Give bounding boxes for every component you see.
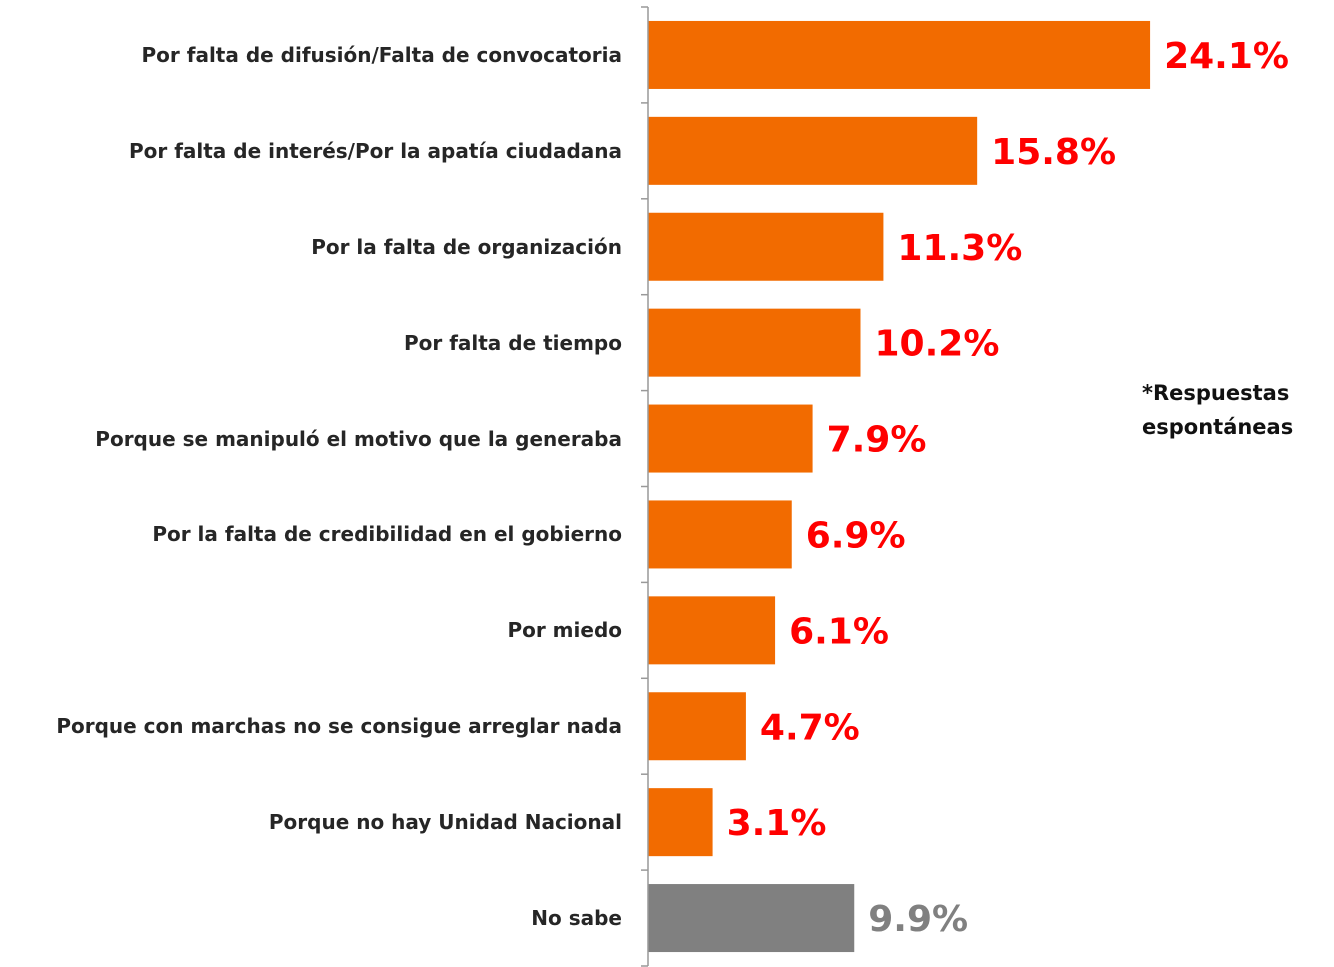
category-label: Por la falta de credibilidad en el gobie… (152, 522, 622, 547)
category-label: Por la falta de organización (311, 234, 622, 259)
value-label: 3.1% (727, 803, 827, 844)
value-label: 6.9% (806, 515, 906, 556)
bar (648, 692, 746, 761)
bar (648, 20, 1151, 89)
category-label-box: Porque con marchas no se consigue arregl… (2, 678, 622, 774)
category-label-box: Por la falta de organización (2, 199, 622, 295)
value-label: 4.7% (760, 707, 860, 748)
category-label: Por falta de interés/Por la apatía ciuda… (128, 138, 622, 163)
value-label: 15.8% (991, 132, 1116, 173)
value-label: 24.1% (1164, 36, 1289, 77)
value-label: 6.1% (789, 611, 889, 652)
annotation-line: *Respuestas (1142, 381, 1289, 405)
bar (648, 212, 884, 281)
bar (648, 308, 861, 377)
category-label: Porque no hay Unidad Nacional (268, 810, 622, 835)
category-label-box: Por falta de tiempo (2, 295, 622, 391)
category-label: Por falta de tiempo (403, 330, 622, 355)
annotation-line: espontáneas (1142, 415, 1293, 439)
category-label: Por falta de difusión/Falta de convocato… (141, 42, 622, 67)
category-label-box: Porque se manipuló el motivo que la gene… (2, 391, 622, 487)
category-label-box: Por la falta de credibilidad en el gobie… (2, 486, 622, 582)
category-label-box: No sabe (2, 870, 622, 966)
bar (648, 596, 776, 665)
category-label-box: Por miedo (2, 582, 622, 678)
value-label: 11.3% (897, 228, 1022, 269)
value-label: 9.9% (868, 899, 968, 940)
category-label-box: Porque no hay Unidad Nacional (2, 774, 622, 870)
bar (648, 500, 792, 569)
category-label: Porque con marchas no se consigue arregl… (56, 714, 622, 739)
category-label: No sabe (531, 906, 622, 931)
bar (648, 788, 713, 857)
bar (648, 884, 855, 953)
value-label: 10.2% (875, 324, 1000, 365)
category-label-box: Por falta de difusión/Falta de convocato… (2, 7, 622, 103)
bar (648, 404, 813, 473)
bar (648, 116, 978, 185)
value-label: 7.9% (827, 420, 927, 461)
category-label-box: Por falta de interés/Por la apatía ciuda… (2, 103, 622, 199)
category-label: Porque se manipuló el motivo que la gene… (95, 426, 622, 451)
category-label: Por miedo (507, 618, 622, 643)
